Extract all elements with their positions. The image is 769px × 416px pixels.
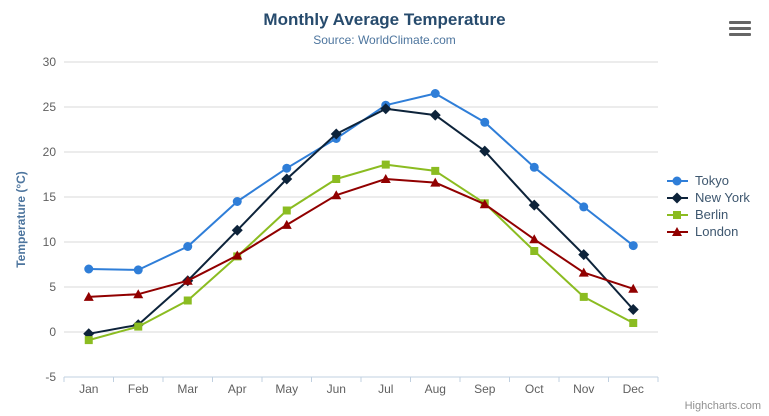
x-axis-label: Apr <box>228 382 247 396</box>
data-point-berlin-Feb[interactable] <box>134 322 143 331</box>
legend: Tokyo New York Berlin London <box>666 172 750 240</box>
data-point-berlin-Mar[interactable] <box>183 296 192 305</box>
x-axis-label: Jun <box>327 382 346 396</box>
y-axis-label: 15 <box>43 190 57 204</box>
data-point-tokyo-Apr[interactable] <box>232 197 242 206</box>
legend-circle-icon <box>667 176 688 185</box>
x-axis-label: May <box>275 382 298 396</box>
data-point-tokyo-Aug[interactable] <box>430 89 440 98</box>
data-point-tokyo-Mar[interactable] <box>183 242 193 251</box>
x-axis-label: Mar <box>177 382 198 396</box>
data-point-london-Feb[interactable] <box>133 289 144 299</box>
legend-item-london[interactable]: London <box>666 223 750 240</box>
legend-diamond-icon <box>667 192 688 203</box>
data-point-berlin-Aug[interactable] <box>431 166 440 175</box>
y-axis-label: 10 <box>43 235 57 249</box>
y-axis-label: 30 <box>43 55 57 69</box>
data-point-new-york-Aug[interactable] <box>429 109 441 121</box>
legend-item-berlin[interactable]: Berlin <box>666 206 750 223</box>
data-point-berlin-Oct[interactable] <box>530 247 539 255</box>
data-point-london-Aug[interactable] <box>430 177 441 187</box>
data-point-berlin-Jan[interactable] <box>84 336 93 345</box>
legend-square-icon <box>667 210 688 219</box>
x-axis-label: Jul <box>378 382 393 396</box>
data-point-new-york-Jul[interactable] <box>380 103 392 115</box>
data-point-tokyo-Feb[interactable] <box>133 265 143 275</box>
x-axis-label: Sep <box>474 382 496 396</box>
y-axis-label: 20 <box>43 145 57 159</box>
series-line-berlin <box>88 163 634 342</box>
y-axis-title: Temperature (°C) <box>14 171 28 268</box>
data-point-london-Nov[interactable] <box>578 267 589 277</box>
series-line-tokyo <box>88 92 634 271</box>
legend-item-tokyo[interactable]: Tokyo <box>666 172 750 189</box>
data-point-london-Dec[interactable] <box>628 283 639 293</box>
x-axis-label: Oct <box>525 382 544 396</box>
data-point-new-york-Jun[interactable] <box>330 128 342 140</box>
x-axis-label: Dec <box>623 382 644 396</box>
data-point-tokyo-Dec[interactable] <box>628 241 638 251</box>
hamburger-icon <box>729 21 751 36</box>
chart-title: Monthly Average Temperature <box>263 10 506 29</box>
data-point-new-york-Apr[interactable] <box>231 224 243 236</box>
legend-item-new-york[interactable]: New York <box>666 189 750 206</box>
data-point-new-york-Dec[interactable] <box>627 304 639 315</box>
series-new-york[interactable] <box>83 103 639 340</box>
legend-label-berlin: Berlin <box>695 207 729 222</box>
series-tokyo[interactable] <box>84 89 638 275</box>
legend-label-new-york: New York <box>695 190 750 205</box>
data-point-tokyo-Nov[interactable] <box>579 202 589 212</box>
context-menu-button[interactable] <box>726 19 754 41</box>
x-axis-label: Jan <box>79 382 98 396</box>
data-point-london-Oct[interactable] <box>529 234 540 244</box>
data-point-tokyo-May[interactable] <box>282 163 292 173</box>
series-line-new-york <box>88 107 634 335</box>
y-axis-label: -5 <box>45 370 56 384</box>
legend-label-london: London <box>695 224 739 239</box>
data-point-london-Mar[interactable] <box>182 275 193 285</box>
x-axis-label: Aug <box>425 382 446 396</box>
data-point-new-york-Sep[interactable] <box>479 145 491 157</box>
credits-link[interactable]: Highcharts.com <box>684 400 761 412</box>
y-axis-label: 0 <box>49 325 56 339</box>
chart-subtitle: Source: WorldClimate.com <box>313 33 456 47</box>
x-axis-label: Feb <box>128 382 149 396</box>
data-point-berlin-Jul[interactable] <box>381 160 390 169</box>
data-point-london-Jun[interactable] <box>331 190 342 200</box>
y-axis-label: 25 <box>43 100 57 114</box>
data-point-london-Jul[interactable] <box>380 174 391 183</box>
data-point-berlin-Dec[interactable] <box>629 319 638 327</box>
data-point-berlin-May[interactable] <box>282 206 291 215</box>
data-point-new-york-Oct[interactable] <box>528 199 540 211</box>
data-point-tokyo-Oct[interactable] <box>529 162 539 172</box>
data-point-berlin-Nov[interactable] <box>579 292 588 301</box>
legend-label-tokyo: Tokyo <box>695 173 729 188</box>
data-point-tokyo-Jan[interactable] <box>84 264 94 274</box>
data-point-new-york-May[interactable] <box>281 173 293 185</box>
data-point-berlin-Jun[interactable] <box>332 175 341 183</box>
x-axis-label: Nov <box>573 382 594 396</box>
series-london[interactable] <box>83 174 639 301</box>
data-point-tokyo-Sep[interactable] <box>480 117 490 127</box>
data-point-london-Apr[interactable] <box>232 250 243 260</box>
legend-triangle-icon <box>667 226 688 236</box>
data-point-new-york-Nov[interactable] <box>578 249 590 261</box>
data-point-london-Jan[interactable] <box>83 291 94 301</box>
series-line-london <box>88 178 634 298</box>
y-axis-label: 5 <box>49 280 56 294</box>
data-point-london-Sep[interactable] <box>479 199 490 209</box>
data-point-london-May[interactable] <box>281 219 292 229</box>
